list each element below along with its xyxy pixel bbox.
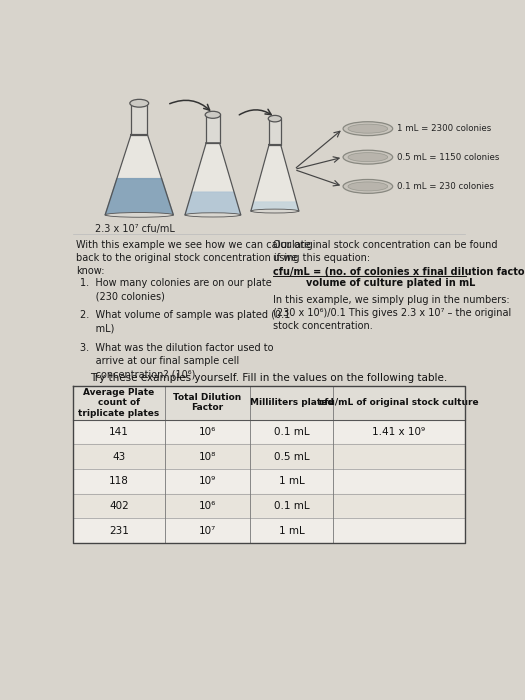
Text: In this example, we simply plug in the numbers:
(230 x 10⁶)/0.1 This gives 2.3 x: In this example, we simply plug in the n… <box>274 295 511 331</box>
Ellipse shape <box>130 99 149 107</box>
Ellipse shape <box>251 209 299 213</box>
Polygon shape <box>185 143 241 215</box>
Text: cfu/mL of original stock culture: cfu/mL of original stock culture <box>319 398 479 407</box>
Polygon shape <box>269 118 281 144</box>
Polygon shape <box>74 494 465 518</box>
Text: With this example we see how we can calculate
back to the original stock concent: With this example we see how we can calc… <box>77 239 311 276</box>
Ellipse shape <box>343 150 393 164</box>
Polygon shape <box>185 192 241 215</box>
Polygon shape <box>74 420 465 444</box>
Text: 0.5 mL: 0.5 mL <box>274 452 309 462</box>
Text: 10⁹: 10⁹ <box>199 476 216 486</box>
Text: 118: 118 <box>109 476 129 486</box>
Text: 1 mL: 1 mL <box>279 476 304 486</box>
Text: 10⁷: 10⁷ <box>199 526 216 536</box>
Text: Average Plate
count of
triplicate plates: Average Plate count of triplicate plates <box>78 388 160 418</box>
Ellipse shape <box>343 122 393 136</box>
Text: 3.  What was the dilution factor used to
     arrive at our final sample cell
  : 3. What was the dilution factor used to … <box>80 343 273 379</box>
Polygon shape <box>74 469 465 493</box>
Text: 402: 402 <box>109 501 129 511</box>
Ellipse shape <box>343 179 393 193</box>
Text: volume of culture plated in mL: volume of culture plated in mL <box>306 278 475 288</box>
Text: 1 mL = 2300 colonies: 1 mL = 2300 colonies <box>397 124 491 133</box>
Ellipse shape <box>105 213 173 217</box>
Polygon shape <box>251 144 299 211</box>
Text: 10⁶: 10⁶ <box>199 427 216 437</box>
Text: 1 mL: 1 mL <box>279 526 304 536</box>
Text: 0.1 mL = 230 colonies: 0.1 mL = 230 colonies <box>397 182 494 191</box>
Text: 0.5 mL = 1150 colonies: 0.5 mL = 1150 colonies <box>397 153 500 162</box>
Text: Milliliters plated: Milliliters plated <box>250 398 333 407</box>
Text: 10⁶: 10⁶ <box>199 501 216 511</box>
Text: 0.1 mL: 0.1 mL <box>274 427 309 437</box>
Ellipse shape <box>348 182 388 191</box>
Polygon shape <box>105 178 173 215</box>
Ellipse shape <box>348 153 388 162</box>
Text: 1.41 x 10⁹: 1.41 x 10⁹ <box>372 427 425 437</box>
Text: 2.3 x 10⁷ cfu/mL: 2.3 x 10⁷ cfu/mL <box>96 224 175 234</box>
Polygon shape <box>74 386 465 420</box>
Polygon shape <box>105 134 173 215</box>
Text: Total Dilution
Factor: Total Dilution Factor <box>173 393 242 412</box>
Text: 0.1 mL: 0.1 mL <box>274 501 309 511</box>
Polygon shape <box>74 444 465 469</box>
Polygon shape <box>131 103 148 134</box>
Polygon shape <box>74 518 465 543</box>
Polygon shape <box>251 202 299 211</box>
Ellipse shape <box>185 213 241 217</box>
Text: cfu/mL = (no. of colonies x final dilution factor): cfu/mL = (no. of colonies x final diluti… <box>274 267 525 277</box>
Text: 43: 43 <box>112 452 125 462</box>
Text: 231: 231 <box>109 526 129 536</box>
Polygon shape <box>206 115 219 143</box>
Text: 141: 141 <box>109 427 129 437</box>
Ellipse shape <box>268 116 281 122</box>
Ellipse shape <box>205 111 220 118</box>
Text: 10⁸: 10⁸ <box>199 452 216 462</box>
Text: 1.  How many colonies are on our plate
     (230 colonies): 1. How many colonies are on our plate (2… <box>80 278 271 301</box>
Ellipse shape <box>348 124 388 133</box>
Text: Try these examples yourself. Fill in the values on the following table.: Try these examples yourself. Fill in the… <box>90 372 447 383</box>
Text: Our original stock concentration can be found
using this equation:: Our original stock concentration can be … <box>274 239 498 262</box>
Text: 2.  What volume of sample was plated (0.1
     mL): 2. What volume of sample was plated (0.1… <box>80 310 290 334</box>
